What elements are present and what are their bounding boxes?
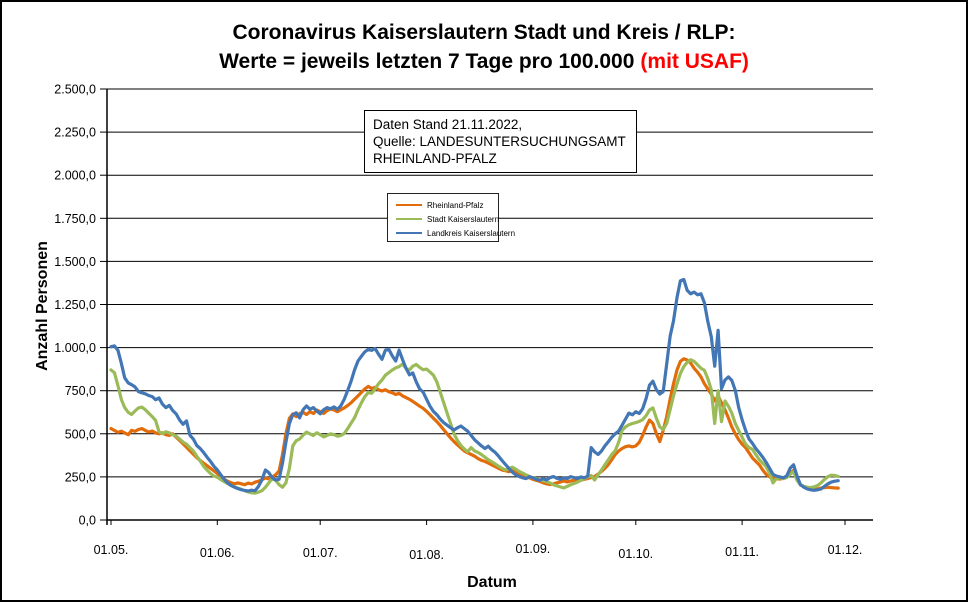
info-box-line-3: RHEINLAND-PFALZ	[373, 151, 497, 166]
legend-swatch-landkreis-kaiserslautern	[396, 232, 422, 234]
x-tick-label: 01.12.	[828, 543, 863, 557]
chart-title: Coronavirus Kaiserslautern Stadt und Kre…	[2, 18, 966, 76]
info-box: Daten Stand 21.11.2022, Quelle: LANDESUN…	[364, 110, 637, 173]
legend-label-stadt-kaiserslautern: Stadt Kaiserslautern	[427, 214, 500, 224]
legend-swatch-rheinland-pfalz	[396, 204, 422, 206]
legend-swatch-stadt-kaiserslautern	[396, 218, 422, 220]
x-tick-label: 01.08.	[409, 548, 444, 562]
chart-title-line2-text: Werte = jeweils letzten 7 Tage pro 100.0…	[219, 50, 635, 73]
x-tick-label: 01.10.	[618, 547, 653, 561]
x-tick-label: 01.07.	[303, 546, 338, 560]
y-tick-label: 500,0	[65, 427, 96, 441]
y-tick-label: 0,0	[79, 514, 96, 528]
chart-title-line1: Coronavirus Kaiserslautern Stadt und Kre…	[2, 18, 966, 47]
x-tick-label: 01.09.	[516, 542, 551, 556]
series-line-landkreis-kaiserslautern	[109, 277, 840, 493]
y-tick-label: 2.250,0	[54, 126, 96, 140]
legend: Rheinland-Pfalz Stadt Kaiserslautern Lan…	[387, 193, 515, 242]
x-tick-label: 01.11.	[725, 545, 759, 559]
chart-title-line1-text: Coronavirus Kaiserslautern Stadt und Kre…	[232, 21, 736, 44]
legend-item-landkreis-kaiserslautern: Landkreis Kaiserslautern	[396, 226, 515, 240]
legend-item-rheinland-pfalz: Rheinland-Pfalz	[396, 198, 498, 212]
x-tick-label: 01.06.	[200, 546, 235, 560]
y-tick-label: 250,0	[65, 470, 96, 484]
y-tick-label: 1.000,0	[54, 341, 96, 355]
y-tick-label: 1.250,0	[54, 298, 96, 312]
y-tick-label: 2.500,0	[54, 83, 96, 97]
legend-label-rheinland-pfalz: Rheinland-Pfalz	[427, 200, 484, 210]
y-tick-label: 750,0	[65, 384, 96, 398]
y-tick-label: 1.750,0	[54, 212, 96, 226]
legend-item-stadt-kaiserslautern: Stadt Kaiserslautern	[396, 212, 500, 226]
chart-title-line2: Werte = jeweils letzten 7 Tage pro 100.0…	[2, 47, 966, 76]
x-axis-title: Datum	[467, 574, 517, 591]
info-box-line-2: Quelle: LANDESUNTERSUCHUNGSAMT	[373, 134, 626, 149]
legend-label-landkreis-kaiserslautern: Landkreis Kaiserslautern	[427, 228, 516, 238]
y-axis-title: Anzahl Personen	[34, 241, 51, 371]
chart-title-usaf-text: (mit USAF)	[640, 50, 749, 73]
y-tick-label: 2.000,0	[54, 169, 96, 183]
info-box-line-1: Daten Stand 21.11.2022,	[373, 117, 523, 132]
y-tick-label: 1.500,0	[54, 255, 96, 269]
x-tick-label: 01.05.	[94, 543, 129, 557]
